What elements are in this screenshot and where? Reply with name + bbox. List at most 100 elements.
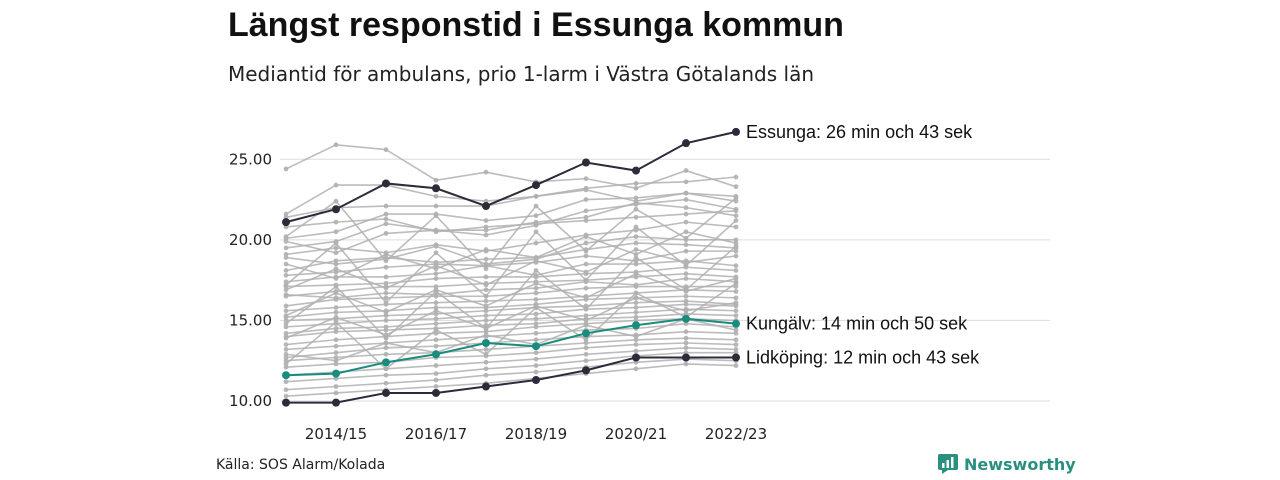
series-point (733, 342, 739, 347)
series-point (433, 229, 439, 235)
series-point (533, 193, 539, 199)
series-line (285, 130, 737, 224)
series-point (533, 229, 539, 235)
series-point (333, 305, 339, 310)
series-point (582, 366, 590, 375)
y-tick-label: 10.00 (229, 392, 272, 410)
series-point (383, 366, 389, 372)
series-point (283, 287, 289, 293)
series-point (582, 158, 590, 167)
series-label-kungälv: Kungälv: 14 min och 50 sek (746, 314, 968, 334)
series-point (433, 327, 439, 333)
series-point (632, 166, 640, 175)
background-series (283, 142, 739, 399)
series-point (333, 276, 339, 281)
series-point (683, 248, 689, 254)
series-point (433, 316, 439, 322)
series-point (633, 300, 639, 306)
series-point (383, 345, 389, 351)
series-point (583, 269, 589, 275)
y-tick-label: 25.00 (229, 150, 272, 168)
series-point (533, 203, 539, 209)
series-point (683, 242, 689, 248)
series-point (483, 332, 489, 338)
series-point (533, 324, 539, 330)
series-labels: Essunga: 26 min och 43 sek Kungälv: 14 mi… (746, 122, 980, 368)
series-point (632, 321, 640, 330)
series-point (683, 329, 689, 335)
series-point (283, 166, 289, 172)
series-line (285, 330, 737, 359)
series-line (285, 337, 737, 362)
series-point (633, 290, 639, 296)
series-point (282, 218, 290, 227)
series-point (283, 282, 289, 288)
series-point (483, 298, 489, 304)
series-point (683, 287, 689, 293)
highlight-series-essunga (282, 127, 740, 227)
background-series-line (283, 271, 739, 318)
series-point (633, 271, 639, 277)
series-point (733, 327, 739, 333)
series-line (285, 317, 737, 377)
series-point (333, 198, 339, 204)
series-point (533, 305, 539, 310)
series-point (483, 256, 489, 262)
series-point (433, 289, 439, 294)
series-line (285, 351, 736, 383)
series-point (333, 329, 339, 335)
series-point (283, 303, 289, 309)
series-point (633, 185, 639, 191)
series-point (533, 290, 539, 296)
series-point (333, 309, 339, 315)
series-point (533, 337, 539, 343)
series-point (283, 393, 289, 399)
series-line (285, 248, 737, 291)
series-point (733, 213, 739, 219)
series-point (732, 353, 740, 362)
series-line (285, 272, 737, 298)
series-point (383, 290, 389, 296)
series-point (683, 271, 689, 277)
series-point (483, 366, 489, 372)
series-point (633, 348, 639, 354)
background-series-line (283, 142, 739, 191)
series-line (285, 272, 737, 317)
series-point (383, 295, 389, 301)
series-point (283, 234, 289, 240)
series-point (283, 272, 289, 278)
series-line (285, 235, 736, 265)
series-point (332, 205, 340, 214)
series-point (433, 263, 439, 269)
background-series-line (283, 197, 739, 251)
series-point (483, 313, 489, 318)
series-point (583, 208, 589, 214)
series-point (383, 203, 389, 209)
highlight-series-lidköping (282, 353, 740, 407)
series-point (583, 197, 589, 202)
series-point (733, 308, 739, 314)
series-point (282, 398, 290, 407)
series-point (683, 276, 689, 281)
series-point (482, 338, 490, 347)
series-point (282, 371, 290, 380)
series-point (583, 322, 589, 328)
series-point (633, 284, 639, 289)
background-series-line (283, 218, 739, 306)
series-point (433, 177, 439, 183)
series-point (283, 351, 289, 357)
series-point (383, 258, 389, 264)
series-label-essunga: Essunga: 26 min och 43 sek (746, 122, 973, 142)
series-line (285, 260, 737, 283)
series-point (533, 268, 539, 273)
series-point (432, 184, 440, 193)
series-point (483, 287, 489, 293)
series-point (283, 245, 289, 251)
series-point (333, 384, 339, 389)
series-point (382, 179, 390, 188)
series-line (285, 318, 737, 346)
series-point (683, 179, 689, 185)
series-point (733, 174, 739, 180)
series-point (383, 300, 389, 306)
x-tick-label: 2018/19 (505, 425, 567, 443)
